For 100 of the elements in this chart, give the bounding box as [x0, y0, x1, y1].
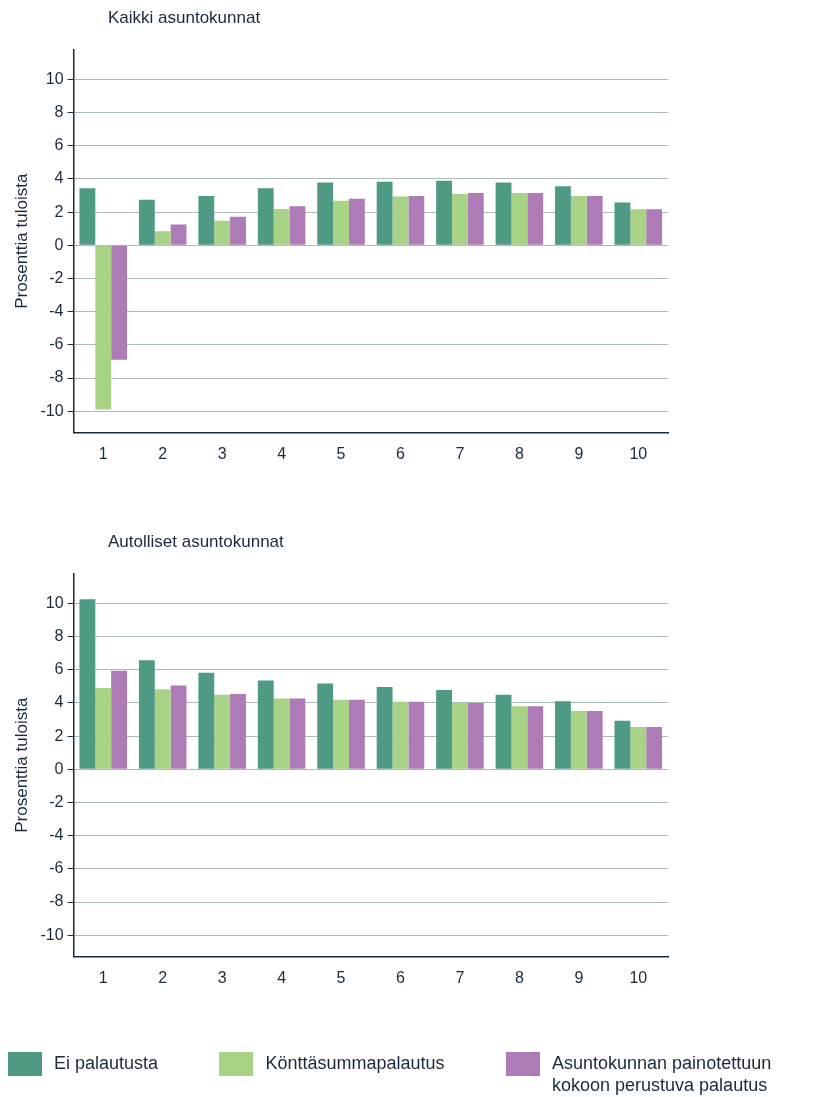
x-tick-label: 3 [217, 968, 227, 986]
bar [289, 206, 306, 245]
x-tick-label: 10 [629, 968, 648, 986]
bar [289, 698, 306, 769]
y-tick-label: 4 [54, 169, 64, 187]
y-tick-label: -6 [49, 859, 64, 877]
legend-label: Ei palautusta [54, 1052, 159, 1074]
y-tick-label: 2 [54, 202, 64, 220]
x-tick-label: 5 [336, 444, 346, 462]
bar [614, 720, 631, 769]
y-axis-title: Prosenttia tuloista [11, 697, 31, 833]
bar [154, 689, 171, 769]
y-tick-label: 2 [54, 726, 64, 744]
x-tick-label: 9 [574, 444, 584, 462]
y-tick-label: 10 [45, 69, 64, 87]
bar [452, 702, 468, 769]
bar [230, 216, 246, 245]
bar [111, 245, 128, 360]
y-tick-label: -8 [49, 892, 64, 910]
y-tick-label: 6 [54, 136, 64, 154]
x-tick-label: 9 [574, 968, 584, 986]
x-tick-label: 2 [158, 968, 168, 986]
bar [467, 702, 484, 769]
y-tick-label: -10 [40, 401, 64, 419]
y-tick-label: -6 [49, 335, 64, 353]
y-tick-label: -10 [40, 925, 64, 943]
bar [614, 202, 631, 245]
bar [376, 181, 393, 245]
bar [95, 688, 112, 769]
bar [257, 680, 274, 769]
bar [392, 196, 409, 245]
bar [646, 727, 663, 769]
bar [170, 224, 187, 245]
bar [348, 699, 365, 769]
bar [527, 706, 544, 769]
bar [630, 727, 647, 769]
bar [555, 186, 571, 245]
y-tick-label: -2 [49, 792, 64, 810]
bar [570, 195, 587, 245]
bar [273, 698, 290, 769]
chart-title: Kaikki asuntokunnat [108, 8, 262, 29]
bar [570, 710, 587, 769]
bar [333, 200, 349, 245]
bar [170, 685, 187, 769]
bar [408, 195, 425, 245]
x-tick-label: 6 [396, 444, 406, 462]
y-axis-title: Prosenttia tuloista [11, 173, 31, 309]
x-tick-label: 5 [336, 968, 346, 986]
bar [257, 188, 274, 245]
bar [95, 245, 112, 410]
bar [511, 193, 528, 245]
x-tick-label: 4 [277, 968, 287, 986]
bar [436, 180, 453, 245]
x-tick-label: 7 [455, 968, 465, 986]
bar [495, 182, 512, 245]
bar [452, 193, 468, 245]
y-tick-label: 0 [54, 759, 64, 777]
y-tick-label: -4 [49, 302, 64, 320]
y-tick-label: -2 [49, 268, 64, 286]
y-tick-label: -8 [49, 368, 64, 386]
bar [392, 701, 409, 769]
bar [333, 699, 349, 769]
bar [408, 701, 425, 769]
bar [511, 706, 528, 769]
bar [495, 694, 512, 769]
bar [586, 195, 603, 245]
y-tick-label: 6 [54, 660, 64, 678]
x-tick-label: 3 [217, 444, 227, 462]
bar [111, 670, 128, 769]
bar [527, 193, 544, 245]
bar [376, 687, 393, 769]
bar [317, 182, 334, 245]
x-tick-label: 8 [514, 968, 524, 986]
bar [154, 231, 171, 245]
x-tick-label: 10 [629, 444, 648, 462]
x-tick-label: 1 [98, 444, 108, 462]
legend-label: Könttäsummapalautus [265, 1052, 445, 1074]
bar [198, 195, 215, 245]
bar [138, 660, 155, 769]
y-tick-label: -4 [49, 826, 64, 844]
y-tick-label: 0 [54, 235, 64, 253]
bar [317, 683, 334, 769]
x-tick-label: 1 [98, 968, 108, 986]
bar [630, 209, 647, 245]
bar [198, 672, 215, 769]
x-tick-label: 6 [396, 968, 406, 986]
bar [586, 710, 603, 769]
x-tick-label: 7 [455, 444, 465, 462]
bar [79, 599, 96, 769]
bar [230, 694, 246, 769]
bar [214, 220, 231, 245]
bar [138, 199, 155, 245]
chart-title: Autolliset asuntokunnat [108, 532, 285, 553]
bar [273, 209, 290, 245]
x-tick-label: 2 [158, 444, 168, 462]
y-tick-label: 10 [45, 593, 64, 611]
y-tick-label: 8 [54, 627, 64, 645]
bar [214, 694, 231, 769]
x-tick-label: 8 [514, 444, 524, 462]
bar [555, 701, 571, 769]
